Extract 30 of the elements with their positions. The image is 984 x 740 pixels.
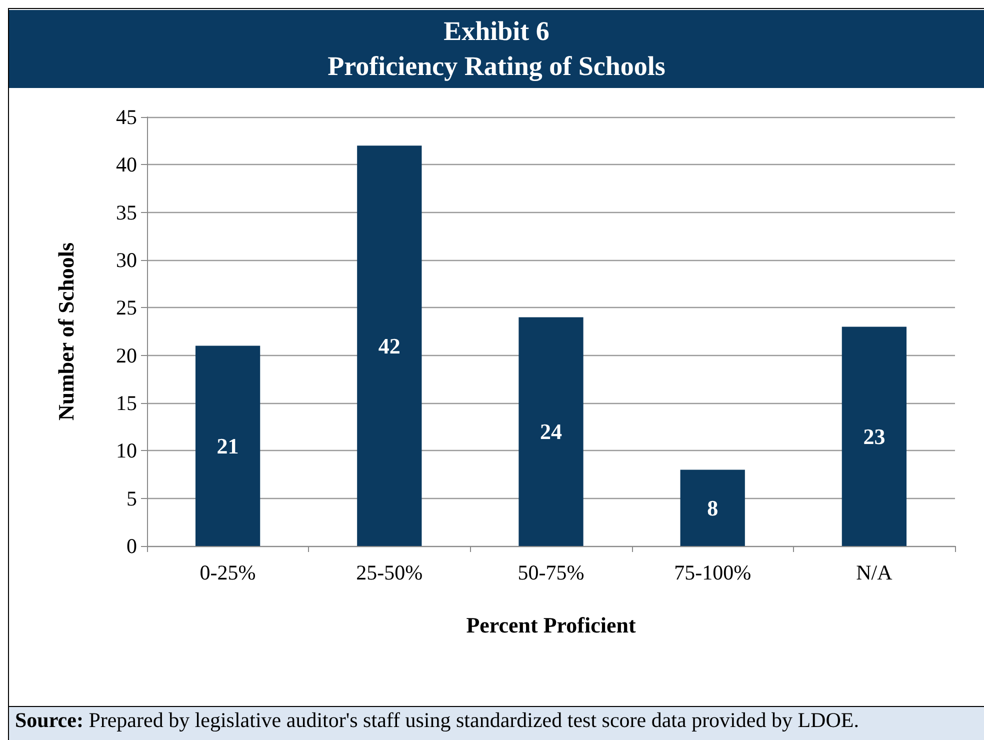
x-tick-label: 0-25%	[200, 560, 256, 584]
data-label: 21	[216, 433, 239, 458]
bar	[357, 146, 422, 546]
chart-subtitle: Proficiency Rating of Schools	[326, 50, 666, 83]
y-axis-title: Number of Schools	[54, 242, 78, 421]
y-tick-label: 40	[116, 152, 137, 177]
x-axis-title: Percent Proficient	[466, 612, 636, 638]
bar	[680, 470, 745, 546]
bar	[842, 326, 907, 546]
y-tick-label: 15	[116, 391, 137, 415]
x-tick-label: 25-50%	[356, 560, 423, 584]
x-tick-label: 75-100%	[674, 560, 752, 584]
y-tick-label: 25	[116, 296, 137, 320]
y-tick-label: 45	[116, 105, 137, 129]
y-tick-label: 30	[116, 248, 137, 272]
data-label: 42	[378, 333, 400, 358]
data-label: 24	[540, 419, 562, 444]
y-tick-label: 10	[116, 438, 137, 463]
bar	[195, 346, 260, 546]
x-tick-label: 50-75%	[518, 560, 584, 584]
chart-title: Exhibit 6	[442, 15, 550, 48]
y-tick-label: 35	[116, 200, 137, 224]
data-label: 23	[863, 424, 886, 449]
y-tick-label: 0	[126, 534, 137, 558]
data-label: 8	[707, 495, 718, 520]
y-tick-label: 5	[126, 486, 137, 510]
x-tick-label: N/A	[856, 560, 894, 584]
source-note: Source: Prepared by legislative auditor's staff using standardized test score data provided by LDOE.	[15, 707, 860, 734]
y-tick-label: 20	[116, 343, 137, 368]
bar	[518, 317, 584, 546]
